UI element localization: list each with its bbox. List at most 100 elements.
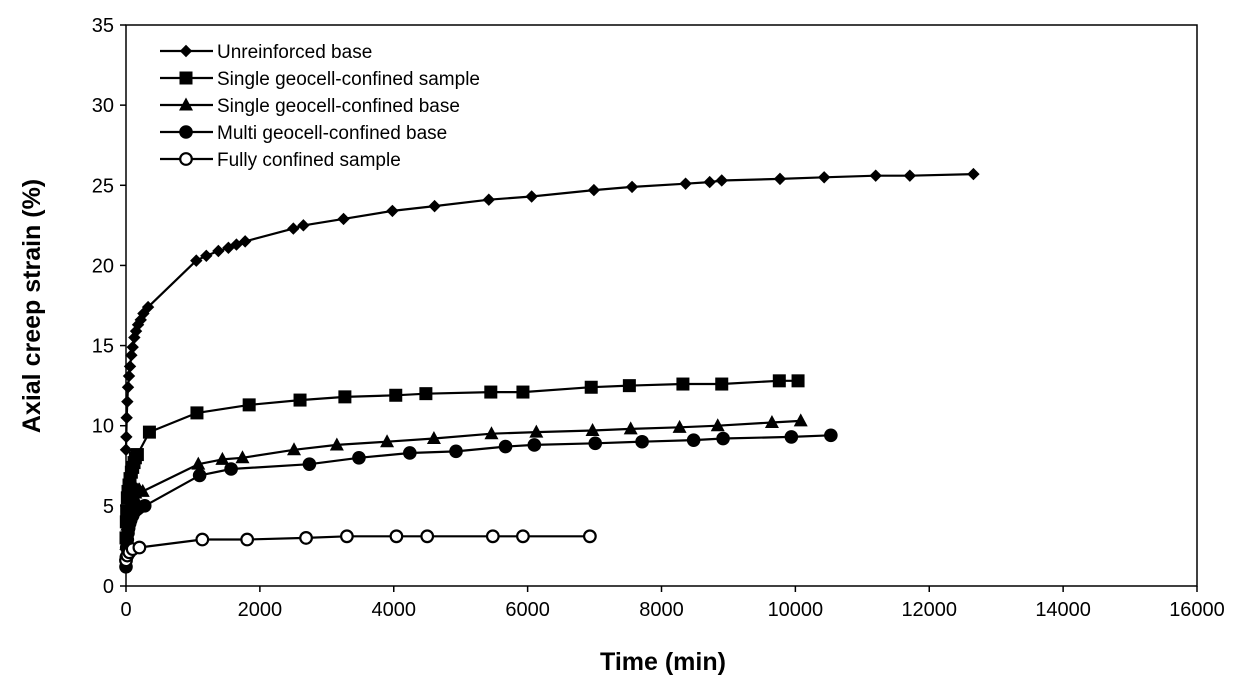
data-point (484, 385, 498, 399)
data-point (824, 428, 838, 443)
series-5 (119, 529, 597, 568)
x-tick-label: 10000 (768, 599, 824, 621)
y-tick-label: 30 (92, 95, 114, 117)
legend-marker (179, 71, 193, 85)
legend-marker (179, 97, 193, 111)
y-tick-label: 10 (92, 416, 114, 438)
y-tick-label: 5 (103, 496, 114, 518)
data-point (337, 212, 350, 226)
data-point (686, 433, 701, 447)
data-point (582, 529, 597, 544)
series-2 (119, 374, 805, 545)
x-tick-label: 6000 (505, 599, 550, 621)
legend-item: Multi geocell-confined base (160, 123, 447, 144)
legend-label: Unreinforced base (217, 42, 372, 63)
data-point (119, 443, 133, 456)
data-point (584, 380, 598, 394)
data-point (420, 529, 435, 544)
data-point (403, 446, 417, 460)
data-point (192, 468, 207, 483)
y-tick-label: 20 (92, 255, 114, 277)
series-layer (119, 167, 980, 574)
data-point (817, 171, 831, 184)
data-point (235, 450, 250, 464)
y-tick-label: 35 (92, 15, 114, 37)
data-point (587, 183, 601, 197)
data-point (352, 450, 366, 465)
data-point (482, 193, 496, 206)
data-point (703, 175, 716, 189)
x-tick-label: 2000 (238, 599, 283, 621)
data-point (120, 411, 133, 424)
axes: 0 2000 4000 6000 8000 10000 12000 14000 16000 0 5 1… (92, 15, 1225, 621)
legend-item: Unreinforced base (160, 42, 372, 63)
data-point (125, 348, 138, 362)
data-point (123, 360, 137, 373)
data-point (485, 529, 500, 544)
data-point (419, 387, 433, 401)
data-point (635, 434, 649, 449)
legend-item: Single geocell-confined base (160, 96, 460, 117)
data-point (121, 395, 134, 408)
data-point (679, 177, 692, 190)
data-point (428, 199, 441, 213)
y-tick-label: 0 (103, 576, 114, 598)
data-point (190, 254, 203, 267)
data-point (135, 483, 150, 497)
legend-marker (179, 44, 193, 58)
data-point (287, 222, 300, 235)
x-tick-label: 16000 (1169, 599, 1225, 621)
data-point (791, 374, 805, 388)
data-point (132, 540, 147, 555)
data-point (623, 421, 638, 435)
series-1 (119, 167, 980, 456)
data-point (498, 439, 513, 454)
data-point (622, 379, 636, 393)
series-3 (119, 413, 808, 560)
x-tick-label: 4000 (372, 599, 417, 621)
data-point (338, 390, 352, 404)
legend-marker (179, 125, 193, 139)
legend-label: Multi geocell-confined base (217, 123, 447, 144)
legend-label: Single geocell-confined sample (217, 69, 480, 90)
data-point (516, 385, 530, 399)
data-point (120, 430, 133, 444)
data-point (200, 249, 213, 263)
data-point (715, 174, 728, 187)
data-point (772, 374, 786, 388)
data-point (287, 442, 302, 456)
data-point (215, 451, 230, 465)
data-point (525, 190, 538, 203)
data-point (238, 235, 252, 248)
data-point (130, 448, 144, 462)
data-point (449, 444, 463, 459)
data-point (137, 499, 152, 513)
y-axis-title: Axial creep strain (%) (18, 179, 46, 433)
data-point (191, 456, 206, 470)
data-point (903, 169, 917, 182)
data-point (710, 418, 725, 432)
legend-marker (179, 152, 193, 166)
data-point (389, 529, 404, 544)
legend: Unreinforced base Single geocell-confined… (160, 42, 480, 171)
data-point (773, 172, 787, 186)
x-tick-label: 8000 (639, 599, 684, 621)
legend-item: Fully confined sample (160, 150, 401, 171)
data-point (764, 415, 779, 429)
data-point (212, 244, 225, 258)
data-point (529, 424, 544, 438)
data-point (122, 369, 136, 383)
data-point (715, 377, 729, 391)
data-point (676, 377, 690, 391)
data-point (302, 457, 317, 471)
legend-label: Fully confined sample (217, 150, 401, 171)
x-tick-label: 12000 (901, 599, 957, 621)
x-axis-title: Time (min) (600, 648, 726, 676)
data-point (967, 167, 980, 181)
data-point (224, 462, 238, 476)
data-point (585, 423, 600, 437)
data-point (195, 532, 210, 547)
data-point (516, 529, 530, 544)
series-line (124, 434, 831, 567)
